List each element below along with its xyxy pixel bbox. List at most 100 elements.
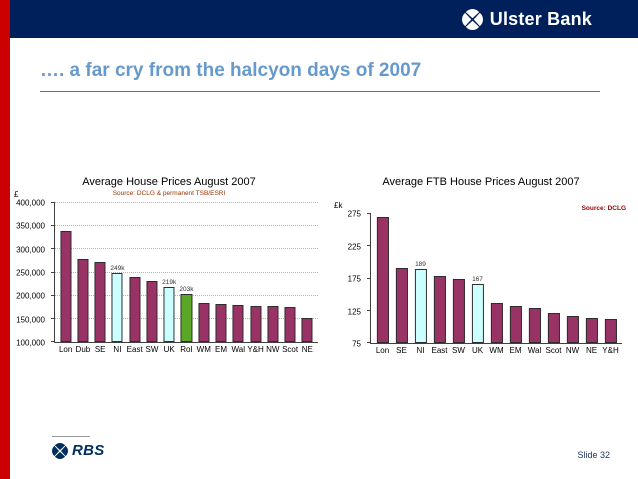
x-axis-label: NE <box>585 346 598 355</box>
bar-yh <box>604 319 617 343</box>
x-axis-label: Dub <box>75 345 91 354</box>
bar-value-label: 203k <box>179 286 194 294</box>
x-axis-label: NI <box>416 346 425 355</box>
avg-ftb-house-prices-chart: Average FTB House Prices August 2007 Sou… <box>332 176 630 355</box>
ulster-bank-wordmark: Ulster Bank <box>489 8 592 29</box>
bar-column-east: East <box>430 214 449 355</box>
bar-ne <box>585 317 598 343</box>
x-axis-label: EM <box>215 345 228 354</box>
y-tick-label: 125 <box>347 307 361 316</box>
chart-area: £ 400,000 350,000 300,000 250,000 200,000 150… <box>12 190 326 354</box>
x-axis-label: SW <box>452 346 465 355</box>
y-tick-mark <box>367 342 371 343</box>
bar-uk <box>163 286 175 342</box>
header-bar: Ulster Bank <box>10 0 638 38</box>
x-axis-label: Y&H <box>247 345 264 354</box>
y-tick-mark <box>367 277 371 279</box>
x-axis-label: Wal <box>231 345 246 354</box>
bar-value-label: 189 <box>415 261 426 269</box>
x-axis-label: RoI <box>180 345 193 354</box>
bar-nw <box>267 306 279 342</box>
bar-column-east: East <box>126 203 143 354</box>
bar-column-yh: Y&H <box>247 203 264 354</box>
bar-column-ne: NE <box>582 214 601 355</box>
bar-lon <box>376 217 389 343</box>
bar-nw <box>566 315 579 343</box>
y-tick-label: 75 <box>352 339 361 349</box>
x-axis-label: East <box>126 345 143 354</box>
bar-column-em: EM <box>506 214 525 355</box>
x-axis-label: SW <box>145 345 159 354</box>
y-tick-mark <box>367 309 371 311</box>
y-axis-unit-label: £ <box>14 190 19 199</box>
x-axis-label: Y&H <box>602 346 619 355</box>
y-tick-mark <box>51 248 55 250</box>
bar-column-nw: NW <box>563 214 582 355</box>
y-tick-label: 250,000 <box>16 268 45 278</box>
slide-title: …. a far cry from the halcyon days of 20… <box>40 60 600 92</box>
bar-wm <box>490 303 503 343</box>
chart-source: Source: DCLG & permanent TSB/ESRI <box>112 190 226 197</box>
bar-wm <box>198 302 210 342</box>
daisy-wheel-icon <box>461 8 483 30</box>
bar-column-wm: WM <box>195 203 212 354</box>
x-axis-label: Scot <box>282 345 299 354</box>
bar-uk <box>471 283 484 343</box>
bar-column-nw: NW <box>264 203 281 354</box>
bar-column-ne: NE <box>299 203 316 354</box>
bar-column-lon: Lon <box>373 214 392 355</box>
bar-ne <box>301 317 313 342</box>
bar-em <box>215 304 227 342</box>
y-tick-label: 400,000 <box>16 198 45 208</box>
chart-source: Source: DCLG <box>581 205 626 212</box>
bar-em <box>509 306 522 343</box>
avg-house-prices-chart: Average House Prices August 2007 Source:… <box>12 176 326 354</box>
bar-column-sw: SW <box>143 203 160 354</box>
bar-east <box>433 275 446 343</box>
y-axis-ticks: 275 225 175 125 75 <box>332 210 366 349</box>
plot-area: Lon SE 189 NI East SW 167 UK WM EM Wal Scot NW NE Y&H <box>367 213 622 355</box>
y-tick-label: 225 <box>347 242 361 251</box>
bar-sw <box>146 280 158 342</box>
bar-scot <box>547 312 560 343</box>
x-axis-label: Wal <box>527 346 542 355</box>
x-axis-label: Scot <box>545 346 562 355</box>
y-tick-mark <box>51 294 55 296</box>
bar-east <box>129 277 141 342</box>
gridline <box>55 202 318 203</box>
bar-column-yh: Y&H <box>601 214 620 355</box>
bar-value-label: 219k <box>162 278 177 286</box>
bar-column-roi: 203k RoI <box>178 203 195 354</box>
chart-title: Average FTB House Prices August 2007 <box>382 176 580 188</box>
y-tick-mark <box>51 202 55 203</box>
bar-column-wal: Wal <box>525 214 544 355</box>
x-axis-label: NE <box>301 345 313 354</box>
bar-column-se: SE <box>392 214 411 355</box>
ulster-bank-logo: Ulster Bank <box>461 8 592 30</box>
gridline <box>55 248 318 250</box>
bar-se <box>94 261 106 342</box>
bar-value-label: 167 <box>472 275 483 283</box>
rbs-wordmark: RBS <box>72 442 105 459</box>
y-tick-label: 150,000 <box>16 315 45 325</box>
bar-column-em: EM <box>212 203 229 354</box>
x-axis-label: WM <box>489 346 504 355</box>
y-tick-label: 275 <box>347 209 361 219</box>
y-tick-label: 100,000 <box>16 338 45 348</box>
bar-scot <box>284 307 296 342</box>
y-tick-mark <box>51 225 55 227</box>
y-tick-label: 200,000 <box>16 291 45 301</box>
bar-column-scot: Scot <box>544 214 563 355</box>
chart-area: £k 275 225 175 125 75 Lon SE 189 NI East SW 167 UK W… <box>332 201 630 355</box>
footer-divider <box>52 436 90 437</box>
bar-column-lon: Lon <box>57 203 74 354</box>
x-axis-label: NW <box>565 346 580 355</box>
y-tick-label: 175 <box>347 274 361 284</box>
bar-column-uk: 219k UK <box>161 203 178 354</box>
x-axis-label: SE <box>396 346 407 355</box>
x-axis-label: NW <box>266 345 280 354</box>
bar-column-ni: 249k NI <box>109 203 126 354</box>
y-tick-label: 300,000 <box>16 245 45 255</box>
bar-value-label: 249k <box>110 264 125 272</box>
